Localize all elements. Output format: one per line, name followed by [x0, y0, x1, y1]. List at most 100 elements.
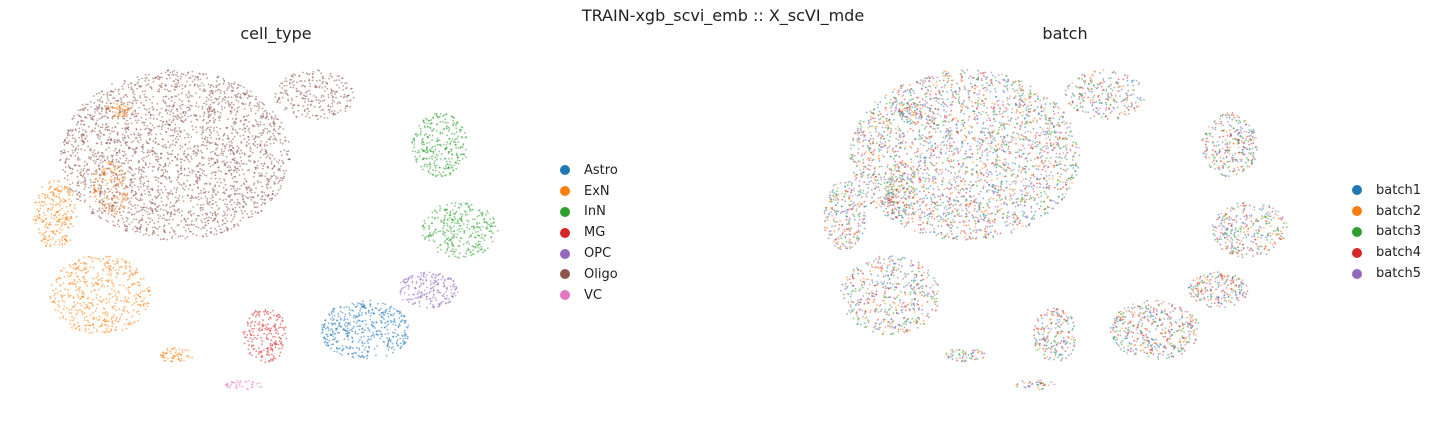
cell-type-point — [472, 245, 475, 248]
cell-type-point — [464, 255, 467, 258]
cell-type-point — [197, 192, 200, 195]
cell-type-point — [261, 328, 264, 331]
cell-type-point — [248, 102, 251, 105]
cell-type-point — [86, 305, 89, 307]
cell-type-point — [264, 127, 266, 130]
cell-type-point — [57, 184, 60, 187]
cell-type-point — [339, 325, 342, 328]
cell-type-point — [470, 235, 473, 238]
cell-type-point — [128, 286, 131, 289]
cell-type-point — [107, 198, 110, 201]
cell-type-point — [120, 103, 123, 106]
cell-type-point — [369, 315, 372, 317]
cell-type-point — [125, 199, 128, 202]
cell-type-point — [75, 272, 77, 275]
cell-type-point — [182, 200, 185, 203]
cell-type-point — [82, 175, 84, 178]
cell-type-point — [255, 105, 258, 108]
cell-type-point — [269, 344, 272, 347]
cell-type-point — [218, 95, 221, 98]
cell-type-point — [251, 151, 254, 154]
cell-type-point — [467, 249, 470, 252]
cell-type-point — [146, 227, 148, 229]
cell-type-point — [472, 249, 475, 252]
cell-type-point — [201, 208, 204, 211]
cell-type-point — [202, 125, 204, 128]
cell-type-point — [273, 342, 276, 345]
cell-type-point — [217, 116, 220, 119]
cell-type-point — [210, 172, 213, 175]
cell-type-point — [267, 183, 270, 186]
cell-type-point — [446, 288, 448, 290]
cell-type-point — [203, 102, 206, 105]
cell-type-point — [117, 185, 120, 188]
cell-type-point — [105, 172, 108, 175]
cell-type-point — [282, 142, 284, 145]
cell-type-point — [272, 138, 275, 141]
cell-type-point — [443, 279, 446, 282]
cell-type-point — [121, 137, 124, 139]
cell-type-point — [122, 300, 125, 303]
cell-type-point — [328, 314, 331, 317]
cell-type-point — [279, 337, 282, 340]
cell-type-point — [166, 112, 169, 115]
cell-type-point — [114, 329, 116, 331]
cell-type-point — [97, 133, 100, 136]
cell-type-point — [149, 217, 152, 220]
cell-type-point — [268, 327, 270, 330]
cell-type-point — [105, 323, 108, 326]
cell-type-point — [232, 138, 234, 140]
cell-type-point — [253, 162, 256, 164]
cell-type-point — [459, 212, 462, 215]
cell-type-point — [165, 95, 168, 98]
cell-type-point — [251, 95, 253, 98]
cell-type-point — [231, 107, 234, 109]
cell-type-point — [95, 297, 98, 299]
cell-type-point — [427, 228, 430, 230]
cell-type-point — [217, 97, 220, 100]
cell-type-point — [99, 195, 101, 198]
cell-type-point — [63, 305, 66, 308]
cell-type-point — [453, 205, 456, 207]
cell-type-point — [336, 327, 339, 330]
cell-type-point — [186, 80, 188, 83]
cell-type-point — [439, 304, 441, 307]
cell-type-point — [128, 166, 131, 168]
cell-type-point — [136, 198, 138, 201]
cell-type-point — [140, 185, 142, 188]
cell-type-point — [424, 238, 426, 241]
cell-type-point — [139, 182, 142, 185]
cell-type-point — [206, 136, 209, 139]
cell-type-point — [266, 131, 269, 134]
cell-type-point — [420, 130, 423, 133]
cell-type-point — [425, 279, 428, 281]
cell-type-point — [134, 204, 136, 207]
cell-type-point — [281, 326, 284, 329]
cell-type-point — [430, 222, 433, 224]
cell-type-point — [62, 198, 65, 200]
cell-type-point — [94, 162, 96, 165]
cell-type-point — [120, 165, 123, 168]
cell-type-point — [94, 111, 96, 113]
cell-type-point — [139, 228, 141, 231]
cell-type-point — [84, 116, 87, 119]
cell-type-point — [248, 169, 251, 171]
cell-type-point — [218, 225, 221, 228]
cell-type-point — [187, 153, 190, 156]
cell-type-point — [217, 213, 219, 215]
cell-type-point — [59, 284, 62, 287]
cell-type-point — [212, 117, 215, 120]
cell-type-point — [171, 218, 174, 221]
cell-type-point — [178, 116, 180, 119]
cell-type-point — [348, 312, 351, 315]
cell-type-point — [139, 304, 142, 306]
cell-type-point — [288, 158, 291, 160]
cell-type-point — [116, 116, 119, 118]
cell-type-point — [94, 200, 97, 203]
cell-type-point — [113, 179, 115, 181]
cell-type-point — [253, 324, 256, 327]
cell-type-point — [51, 301, 53, 303]
cell-type-point — [259, 144, 262, 147]
cell-type-point — [271, 175, 273, 178]
cell-type-point — [213, 190, 215, 193]
